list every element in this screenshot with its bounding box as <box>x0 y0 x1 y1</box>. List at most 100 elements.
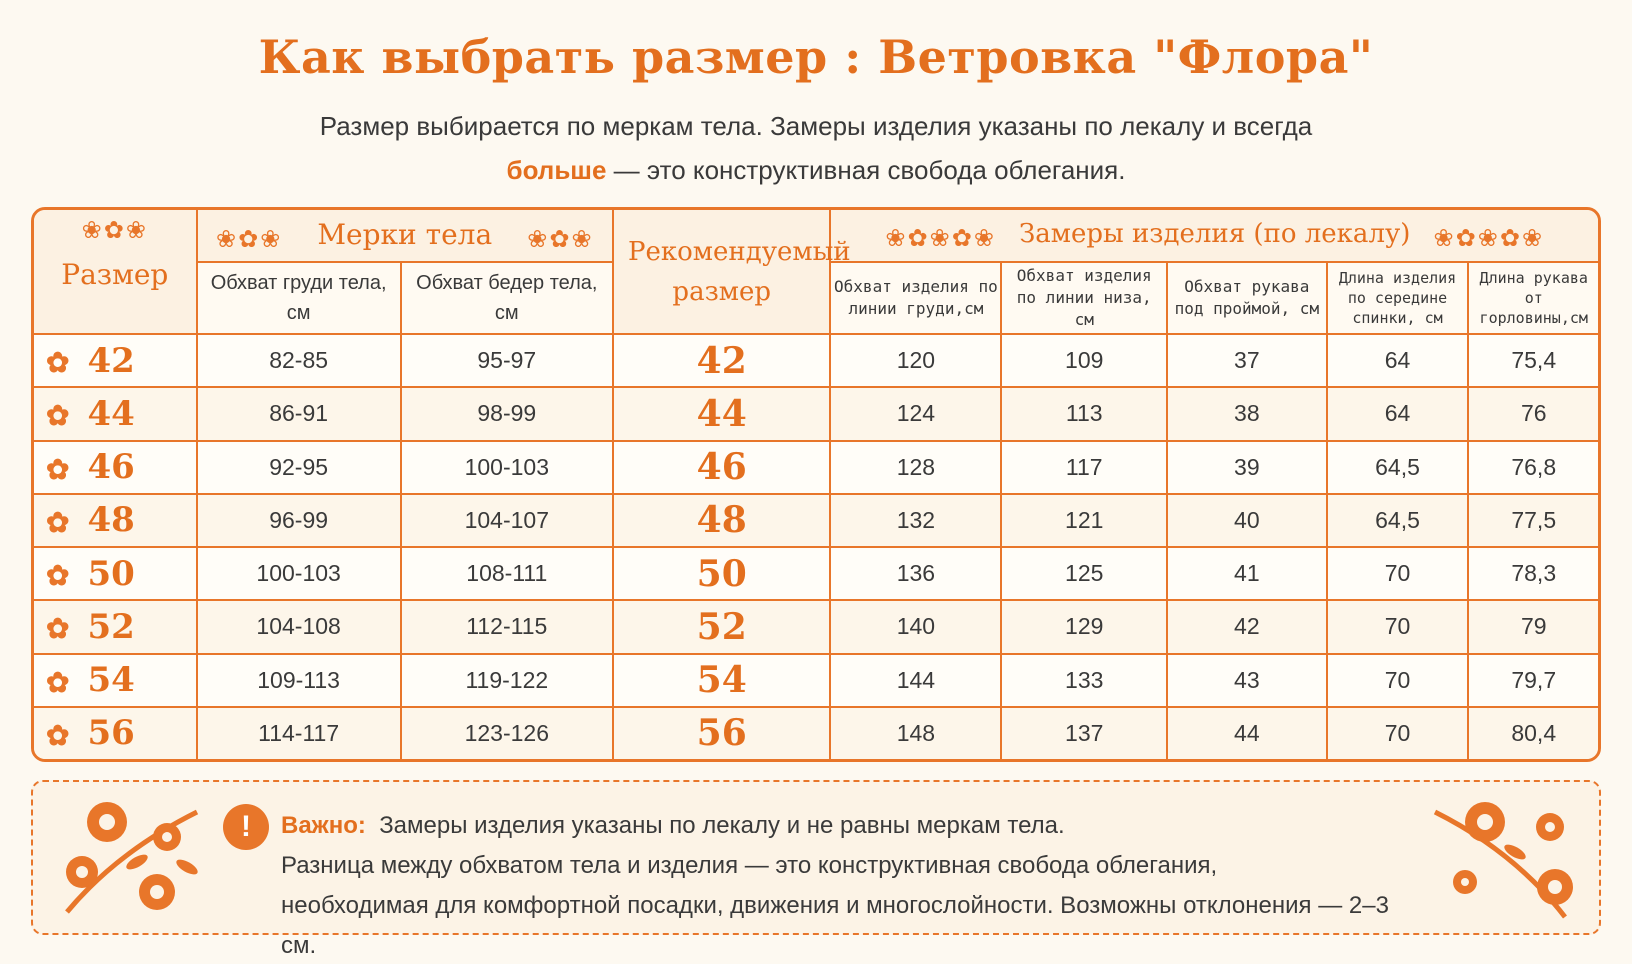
cell-g-chest: 144 <box>829 652 1003 708</box>
cell-sleeve: 42 <box>1166 599 1328 655</box>
recommended-size-header: Рекомендуемый размер <box>627 236 851 307</box>
size-value: 44 <box>87 393 135 434</box>
size-value: 48 <box>87 500 135 541</box>
size-value: 56 <box>87 713 135 754</box>
flower-icon: ✿ <box>46 612 70 646</box>
size-cell: ✿ 52 <box>34 599 198 655</box>
table-row: ✿ 52 104-108 112-115 52 140 129 42 70 79 <box>34 599 1598 655</box>
flower-icon: ✿ <box>46 505 70 539</box>
cell-hips: 104-107 <box>399 492 614 549</box>
column-header: Обхват изделия по линии низа, см <box>1000 261 1169 335</box>
cell-chest: 96-99 <box>195 492 402 549</box>
cell-back: 70 <box>1325 599 1470 655</box>
flower-icon: ✿ <box>46 718 70 752</box>
column-header: Обхват рукава под проймой, см <box>1166 261 1328 335</box>
cell-g-chest: 148 <box>829 705 1003 759</box>
cell-sleeve-len: 76 <box>1467 386 1598 442</box>
flower-ornament-icon: ❀✿❀✿❀ <box>1433 223 1545 252</box>
note-label: Важно: <box>281 812 366 839</box>
cell-sleeve-len: 79 <box>1467 599 1598 655</box>
cell-rec: 56 <box>611 705 832 759</box>
flower-ornament-icon: ❀✿❀ <box>527 225 594 254</box>
cell-hips: 98-99 <box>399 386 614 442</box>
size-value: 54 <box>87 660 135 701</box>
cell-rec: 50 <box>611 546 832 602</box>
size-cell: ✿ 42 <box>34 332 198 389</box>
cell-chest: 114-117 <box>195 705 402 759</box>
cell-sleeve-len: 77,5 <box>1467 492 1598 549</box>
column-header: Длина изделия по середине спинки, см <box>1325 261 1470 335</box>
cell-sleeve-len: 80,4 <box>1467 705 1598 759</box>
cell-sleeve: 41 <box>1166 546 1328 602</box>
table-row: ✿ 44 86-91 98-99 44 124 113 38 64 76 <box>34 386 1598 442</box>
size-cell: ✿ 44 <box>34 386 198 442</box>
size-header: Размер <box>61 258 169 291</box>
important-note: ! Важно: Замеры изделия указаны по лекал… <box>31 780 1601 959</box>
table-row: ✿ 54 109-113 119-122 54 144 133 43 70 79,7 <box>34 652 1598 708</box>
cell-rec: 54 <box>611 652 832 708</box>
page-title: Как выбрать размер : Ветровка "Флора" <box>258 30 1374 84</box>
flower-icon: ✿ <box>46 346 70 380</box>
page-subtitle: Размер выбирается по меркам тела. Замеры… <box>0 104 1632 192</box>
table-row: ✿ 48 96-99 104-107 48 132 121 40 64,5 77,5 <box>34 492 1598 549</box>
body-measurements-header-cell: ❀✿❀ Мерки тела ❀✿❀ <box>195 210 614 263</box>
subtitle-line-1: Размер выбирается по меркам тела. Замеры… <box>319 111 1313 141</box>
cell-g-chest: 128 <box>829 439 1003 495</box>
body-measurements-header: Мерки тела <box>317 217 493 251</box>
cell-sleeve-len: 78,3 <box>1467 546 1598 602</box>
size-cell: ✿ 56 <box>34 705 198 759</box>
cell-sleeve: 40 <box>1166 492 1328 549</box>
cell-sleeve: 43 <box>1166 652 1328 708</box>
subtitle-bold-word: больше <box>506 155 607 185</box>
cell-hips: 119-122 <box>399 652 614 708</box>
cell-g-hem: 133 <box>1000 652 1169 708</box>
cell-back: 70 <box>1325 705 1470 759</box>
cell-hips: 95-97 <box>399 332 614 389</box>
garment-measurements-header-cell: ❀✿❀✿❀ Замеры изделия (по лекалу) ❀✿❀✿❀ <box>829 210 1598 263</box>
cell-rec: 52 <box>611 599 832 655</box>
cell-back: 70 <box>1325 652 1470 708</box>
table-row: ✿ 56 114-117 123-126 56 148 137 44 70 80,4 <box>34 705 1598 759</box>
cell-g-chest: 124 <box>829 386 1003 442</box>
size-cell: ✿ 50 <box>34 546 198 602</box>
cell-g-hem: 137 <box>1000 705 1169 759</box>
flower-icon: ✿ <box>46 399 70 433</box>
cell-rec: 44 <box>611 386 832 442</box>
recommended-size-header-cell: Рекомендуемый размер <box>611 210 851 335</box>
size-cell: ✿ 46 <box>34 439 198 495</box>
cell-sleeve: 44 <box>1166 705 1328 759</box>
size-header-cell: ❀✿❀ Размер <box>34 210 198 335</box>
cell-rec: 46 <box>611 439 832 495</box>
cell-sleeve: 38 <box>1166 386 1328 442</box>
cell-hips: 100-103 <box>399 439 614 495</box>
cell-g-hem: 129 <box>1000 599 1169 655</box>
flower-icon: ✿ <box>46 665 70 699</box>
column-header: Обхват бедер тела, см <box>399 261 614 335</box>
column-header: Длина рукава от горловины,см <box>1467 261 1598 335</box>
cell-chest: 104-108 <box>195 599 402 655</box>
table-row: ✿ 46 92-95 100-103 46 128 117 39 64,5 76,8 <box>34 439 1598 495</box>
cell-hips: 112-115 <box>399 599 614 655</box>
cell-hips: 108-111 <box>399 546 614 602</box>
cell-g-hem: 121 <box>1000 492 1169 549</box>
cell-back: 64,5 <box>1325 439 1470 495</box>
flower-icon: ✿ <box>46 452 70 486</box>
cell-sleeve-len: 79,7 <box>1467 652 1598 708</box>
cell-g-chest: 120 <box>829 332 1003 389</box>
cell-rec: 42 <box>611 332 832 389</box>
cell-hips: 123-126 <box>399 705 614 759</box>
cell-chest: 100-103 <box>195 546 402 602</box>
cell-sleeve: 37 <box>1166 332 1328 389</box>
size-cell: ✿ 48 <box>34 492 198 549</box>
cell-chest: 109-113 <box>195 652 402 708</box>
warning-icon: ! <box>223 804 269 850</box>
column-header: Обхват изделия по линии груди,см <box>829 261 1003 335</box>
floral-corner-icon <box>65 802 199 914</box>
cell-back: 64 <box>1325 386 1470 442</box>
subtitle-line-2-rest: — это конструктивная свобода облегания. <box>606 155 1126 185</box>
cell-g-hem: 117 <box>1000 439 1169 495</box>
size-cell: ✿ 54 <box>34 652 198 708</box>
flower-ornament-icon: ❀✿❀ <box>215 225 283 254</box>
size-value: 46 <box>87 447 135 488</box>
cell-g-chest: 140 <box>829 599 1003 655</box>
